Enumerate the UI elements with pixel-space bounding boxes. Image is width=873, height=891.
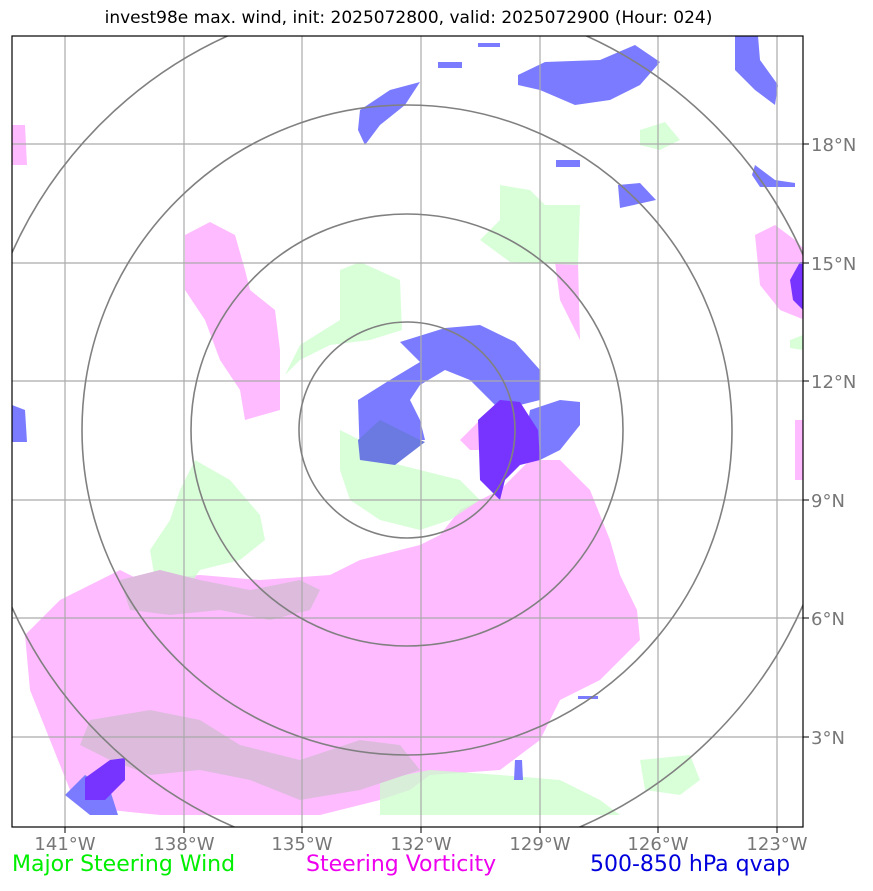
lon-tick-label: 129°W (509, 834, 570, 855)
lat-tick-label: 9°N (811, 491, 845, 512)
map-title: invest98e max. wind, init: 2025072800, v… (104, 8, 713, 28)
qvap-field (12, 36, 795, 815)
lat-tick-label: 3°N (811, 728, 845, 749)
lon-tick-label: 138°W (153, 834, 214, 855)
range-rings (12, 36, 803, 827)
lat-tick-label: 12°N (811, 372, 856, 393)
lon-tick-label: 141°W (34, 834, 95, 855)
lat-tick-label: 15°N (811, 254, 856, 275)
lat-tick-label: 18°N (811, 135, 856, 156)
lon-tick-label: 132°W (390, 834, 451, 855)
qvap-vorticity-overlap (85, 262, 803, 800)
legend-steering-vorticity: Steering Vorticity (306, 852, 497, 877)
lon-tick-label: 126°W (627, 834, 688, 855)
lat-tick-label: 6°N (811, 609, 845, 630)
legend-qvap: 500-850 hPa qvap (590, 852, 791, 877)
legend-steering-wind: Major Steering Wind (12, 852, 236, 877)
steering-wind-field (150, 122, 803, 815)
lon-tick-label: 135°W (271, 834, 332, 855)
qvap-wind-overlap (358, 420, 425, 465)
map-frame (11, 35, 804, 828)
overlap-field (80, 570, 420, 800)
lon-tick-label: 123°W (746, 834, 807, 855)
